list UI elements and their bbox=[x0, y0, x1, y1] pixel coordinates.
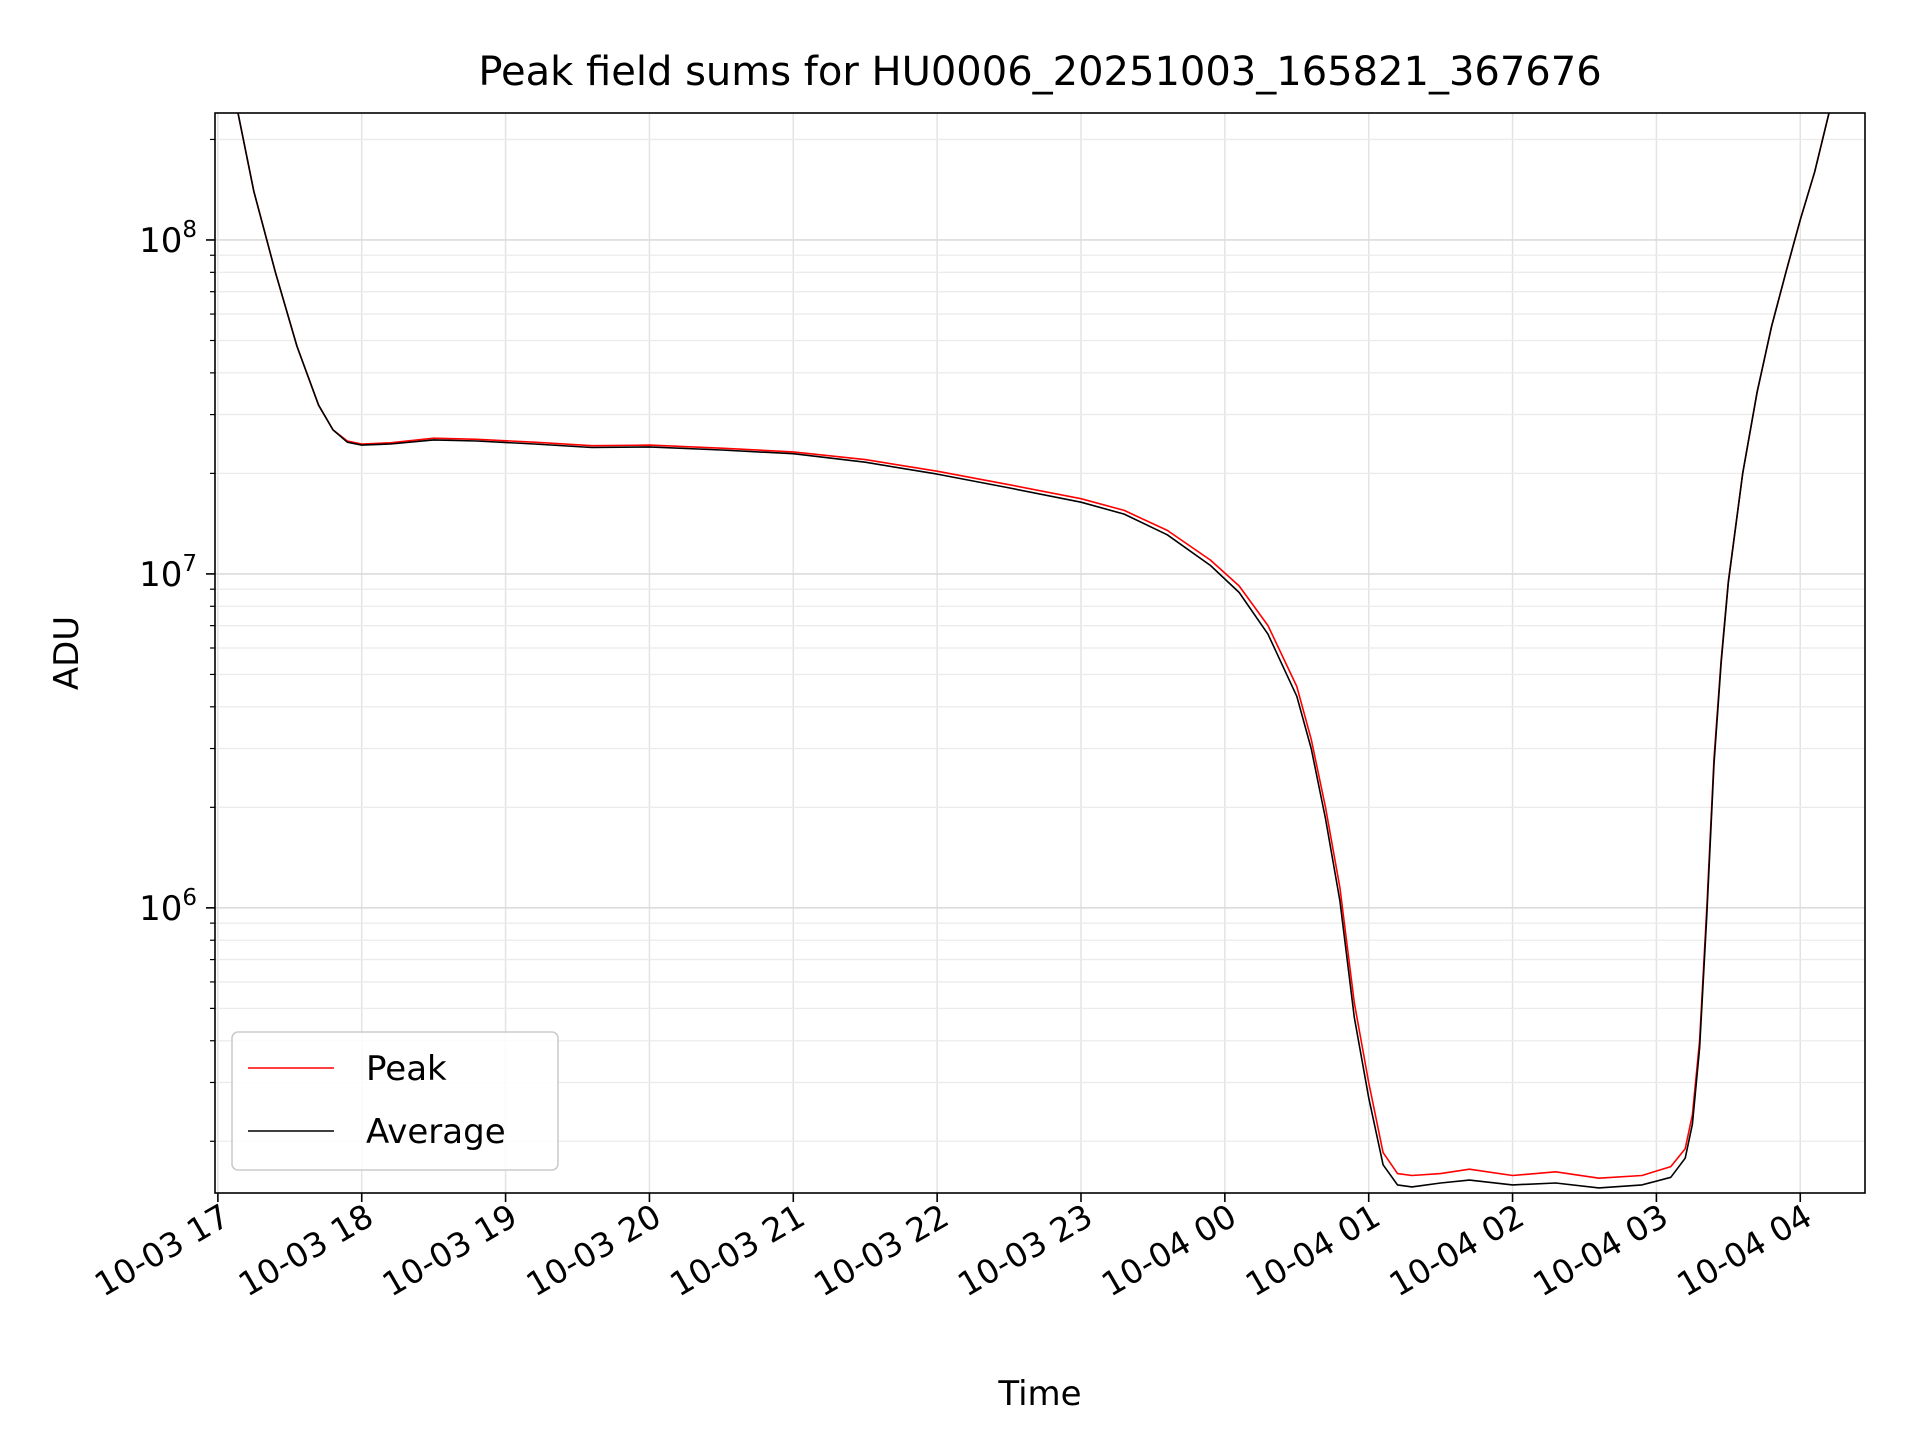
y-axis-label: ADU bbox=[47, 616, 87, 690]
plot-frame bbox=[214, 112, 1866, 1194]
legend-label-peak: Peak bbox=[366, 1049, 447, 1089]
y-tick-label: 108 bbox=[139, 217, 197, 261]
legend-box bbox=[231, 1031, 559, 1171]
series-line-average bbox=[237, 113, 1830, 1189]
series-layer bbox=[237, 113, 1830, 1189]
y-tick-label: 107 bbox=[139, 551, 197, 595]
grid bbox=[215, 113, 1865, 1193]
chart-title: Peak field sums for HU0006_20251003_1658… bbox=[478, 49, 1601, 95]
y-axis: 106 107 108 bbox=[139, 138, 215, 1142]
y-tick-label: 106 bbox=[139, 885, 197, 929]
legend: Peak Average bbox=[231, 1031, 559, 1171]
x-axis-label: Time bbox=[997, 1374, 1081, 1414]
legend-label-average: Average bbox=[366, 1112, 506, 1152]
